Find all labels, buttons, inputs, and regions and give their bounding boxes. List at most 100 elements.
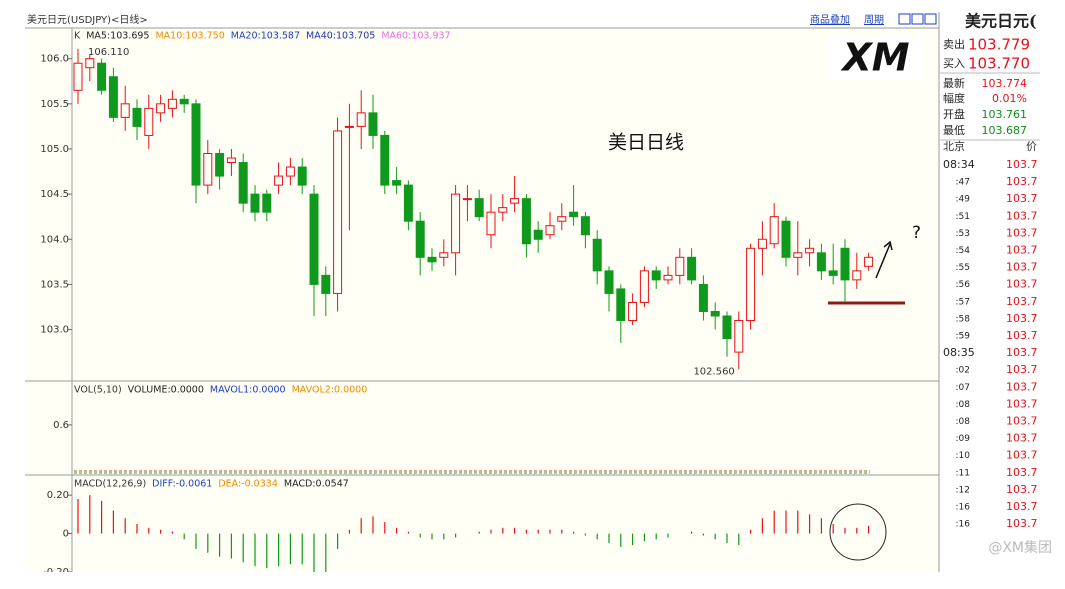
candle-body xyxy=(757,238,767,249)
tick-price: 103.7 xyxy=(1006,346,1038,359)
candle-body xyxy=(191,103,201,186)
quote-value: 103.770 xyxy=(968,55,1030,73)
candle-body xyxy=(415,220,425,258)
candle-body xyxy=(852,270,862,281)
quote-title: 美元日元( xyxy=(965,12,1037,31)
legend-item: DEA:-0.0334 xyxy=(218,479,278,490)
candle-body xyxy=(651,270,661,281)
candle-body xyxy=(321,274,331,294)
legend-item: MAVOL2:0.0000 xyxy=(292,385,368,396)
quote-label: 最新 xyxy=(943,76,965,90)
plot-background xyxy=(25,28,939,572)
overlay-button[interactable]: 商品叠加 xyxy=(810,13,850,26)
window: 美元日元(USDJPY)<日线> 商品叠加 周期 XM @XM集团 106.0 1… xyxy=(25,12,1052,578)
tick-price: 103.7 xyxy=(1006,363,1038,376)
tick-price: 103.7 xyxy=(1006,261,1038,274)
candle-body xyxy=(238,162,248,204)
legend-item: MACD:0.0547 xyxy=(284,479,349,490)
tick-time: :57 xyxy=(956,297,970,307)
legend-item: MA20:103.587 xyxy=(231,31,300,42)
tick-price: 103.7 xyxy=(1006,449,1038,462)
icon-button[interactable] xyxy=(924,13,937,25)
legend-label: VOL(5,10) xyxy=(74,385,122,396)
icon-button[interactable] xyxy=(911,13,924,25)
candle-body xyxy=(592,238,602,272)
candle-body xyxy=(132,107,142,127)
legend-item: DIFF:-0.0061 xyxy=(152,479,212,490)
candle-body xyxy=(639,270,649,303)
candle-body xyxy=(167,98,177,109)
tick-price: 103.7 xyxy=(1006,500,1038,513)
annotation: ? xyxy=(912,223,921,243)
tick-time: :49 xyxy=(956,195,971,205)
tick-price: 103.7 xyxy=(1006,415,1038,428)
candle-body xyxy=(474,198,484,218)
candle-body xyxy=(486,211,496,236)
candle-body xyxy=(698,283,708,312)
legend-item: MAVOL1:0.0000 xyxy=(210,385,286,396)
candle-body xyxy=(262,193,272,213)
tick-time: :58 xyxy=(956,314,971,324)
candle-body xyxy=(120,103,130,118)
candle-body xyxy=(97,62,107,91)
candle-body xyxy=(215,152,225,177)
candle-body xyxy=(687,256,697,281)
tick-price: 103.7 xyxy=(1006,380,1038,393)
quote-value: 103.774 xyxy=(982,77,1028,90)
logo: XM xyxy=(840,36,909,80)
quote-value: 0.01% xyxy=(992,92,1027,105)
legend-item: MA5:103.695 xyxy=(86,31,149,42)
column-header: 价 xyxy=(1026,140,1037,153)
quote-label: 幅度 xyxy=(943,91,965,105)
candle-body xyxy=(427,256,437,263)
tick-time: :47 xyxy=(956,178,970,188)
tick-price: 103.7 xyxy=(1006,244,1038,257)
candle-body xyxy=(510,198,520,204)
candle-body xyxy=(368,112,378,136)
tick-time: :59 xyxy=(956,332,971,342)
quote-label: 开盘 xyxy=(943,107,965,121)
period-button[interactable]: 周期 xyxy=(864,14,884,26)
candle-body xyxy=(533,229,543,240)
candle-body xyxy=(108,76,118,118)
legend-label: K xyxy=(74,31,81,42)
candle-body xyxy=(85,58,95,69)
candle-body xyxy=(333,130,343,294)
candle-body xyxy=(344,125,354,128)
tick-time: :55 xyxy=(956,263,970,273)
tick-price: 103.7 xyxy=(1006,295,1038,308)
y-tick-label: 103.5 xyxy=(40,279,69,290)
y-tick-label: 0 xyxy=(63,529,69,540)
candle-body xyxy=(722,315,732,340)
candle-body xyxy=(628,301,638,322)
candle-body xyxy=(439,252,449,258)
y-tick-label: -0.20 xyxy=(43,567,69,578)
highlight-circle xyxy=(829,503,887,561)
header-title: 美元日元(USDJPY)<日线> xyxy=(27,13,148,26)
tick-time: :02 xyxy=(956,366,970,376)
candle-body xyxy=(179,98,189,105)
tick-time: :10 xyxy=(956,451,971,461)
candle-body xyxy=(203,152,213,186)
tick-price: 103.7 xyxy=(1006,466,1038,479)
candle-body xyxy=(545,225,555,236)
arrow xyxy=(875,240,893,279)
tick-time: :51 xyxy=(956,212,970,222)
candle-body xyxy=(604,270,614,294)
candle-body xyxy=(734,320,744,353)
icon-button[interactable] xyxy=(898,13,911,25)
candle-body xyxy=(309,193,319,285)
tick-price: 103.7 xyxy=(1006,192,1038,205)
quote-value: 103.687 xyxy=(982,124,1028,137)
candle-body xyxy=(297,166,307,186)
watermark: @XM集团 xyxy=(988,539,1052,556)
tick-time: :08 xyxy=(956,400,971,410)
tick-price: 103.7 xyxy=(1006,175,1038,188)
tick-price: 103.7 xyxy=(1006,278,1038,291)
candle-body xyxy=(226,157,236,164)
candle-body xyxy=(616,288,626,322)
legend-item: MA10:103.750 xyxy=(155,31,224,42)
candle-body xyxy=(675,256,685,276)
candle-body xyxy=(793,252,803,258)
